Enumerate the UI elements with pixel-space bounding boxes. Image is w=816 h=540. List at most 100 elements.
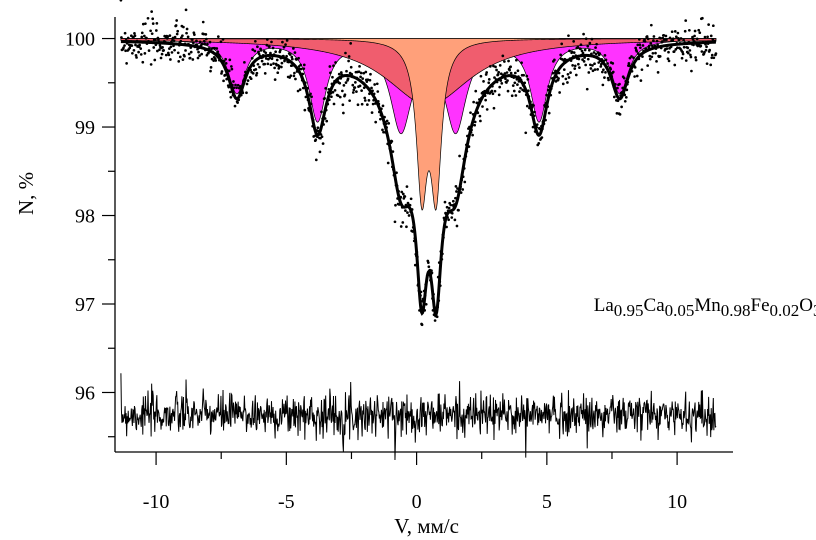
data-point	[667, 59, 671, 63]
data-point	[659, 36, 663, 40]
data-point	[443, 200, 447, 204]
x-tick-label: -5	[278, 491, 295, 513]
data-point	[318, 150, 322, 154]
data-point	[485, 71, 489, 74]
data-point	[567, 76, 571, 79]
data-point	[596, 68, 600, 71]
y-tick-label: 99	[75, 117, 95, 139]
data-point	[181, 34, 184, 38]
data-point	[559, 53, 563, 57]
labels-group: 96 97 98 99 100 -10 -5 0 5 10 V, мм/с N, % La0.95Ca0…	[14, 29, 816, 538]
data-point	[576, 45, 580, 49]
data-point	[701, 16, 704, 20]
data-point	[648, 57, 652, 61]
data-point	[236, 101, 239, 104]
data-point	[703, 35, 707, 39]
data-point	[557, 77, 560, 80]
data-point	[427, 265, 431, 269]
data-point	[155, 21, 159, 25]
data-point	[251, 48, 255, 51]
data-point	[357, 70, 361, 74]
data-point	[229, 95, 233, 99]
data-point	[620, 105, 623, 109]
data-point	[336, 94, 340, 98]
data-point	[245, 91, 248, 95]
data-point	[699, 44, 703, 48]
data-point	[695, 37, 699, 41]
data-point	[272, 62, 275, 65]
data-point	[144, 22, 147, 26]
data-point	[591, 64, 594, 67]
data-point	[270, 40, 273, 44]
data-point	[635, 74, 639, 78]
data-point	[195, 39, 198, 43]
data-point	[342, 84, 346, 87]
data-point	[710, 53, 714, 57]
data-point	[709, 63, 713, 67]
data-point	[310, 95, 313, 99]
data-point	[253, 39, 257, 43]
data-point	[341, 103, 345, 107]
data-point	[516, 69, 520, 73]
data-point	[603, 54, 607, 57]
data-point	[648, 54, 652, 58]
data-point	[182, 25, 185, 29]
data-point	[224, 61, 228, 65]
data-point	[622, 76, 626, 80]
data-point	[540, 136, 544, 139]
data-point	[479, 119, 482, 123]
data-point	[673, 30, 677, 33]
data-point	[616, 86, 619, 90]
data-point	[457, 208, 460, 212]
data-point	[694, 58, 698, 62]
data-point	[215, 47, 219, 50]
data-point	[532, 104, 535, 107]
data-point	[352, 88, 356, 92]
data-point	[633, 65, 637, 69]
data-point	[400, 190, 404, 194]
axes-group	[102, 17, 733, 465]
data-point	[290, 57, 294, 61]
data-point	[571, 64, 574, 67]
data-point	[280, 65, 283, 69]
data-point	[131, 51, 134, 55]
data-point	[709, 34, 713, 38]
data-point	[139, 47, 143, 50]
data-point	[660, 40, 664, 43]
data-point	[563, 57, 567, 61]
data-point	[612, 95, 616, 99]
data-point	[670, 30, 674, 34]
data-point	[641, 55, 644, 58]
data-point	[469, 111, 472, 115]
data-point	[228, 90, 232, 94]
data-point	[677, 38, 681, 42]
data-point	[573, 64, 577, 68]
data-point	[615, 111, 619, 115]
data-point	[157, 38, 160, 41]
data-point	[134, 54, 138, 57]
data-point	[179, 39, 183, 43]
data-point	[363, 96, 367, 100]
data-point	[600, 70, 604, 74]
data-point	[599, 65, 603, 68]
data-point	[513, 71, 517, 75]
data-point	[449, 203, 453, 207]
data-point	[566, 72, 570, 76]
data-point	[645, 35, 649, 38]
data-point	[329, 71, 332, 75]
data-point	[325, 119, 329, 123]
data-point	[473, 123, 477, 127]
data-point	[618, 82, 621, 86]
data-point	[379, 117, 382, 121]
data-point	[488, 65, 492, 68]
data-point	[132, 36, 135, 39]
data-point	[258, 65, 261, 69]
data-point	[213, 46, 217, 50]
data-point	[330, 95, 333, 99]
data-point	[257, 52, 261, 56]
data-point	[706, 35, 709, 39]
data-point	[175, 32, 179, 36]
data-point	[120, 36, 123, 39]
data-point	[141, 60, 145, 64]
data-point	[635, 49, 639, 53]
